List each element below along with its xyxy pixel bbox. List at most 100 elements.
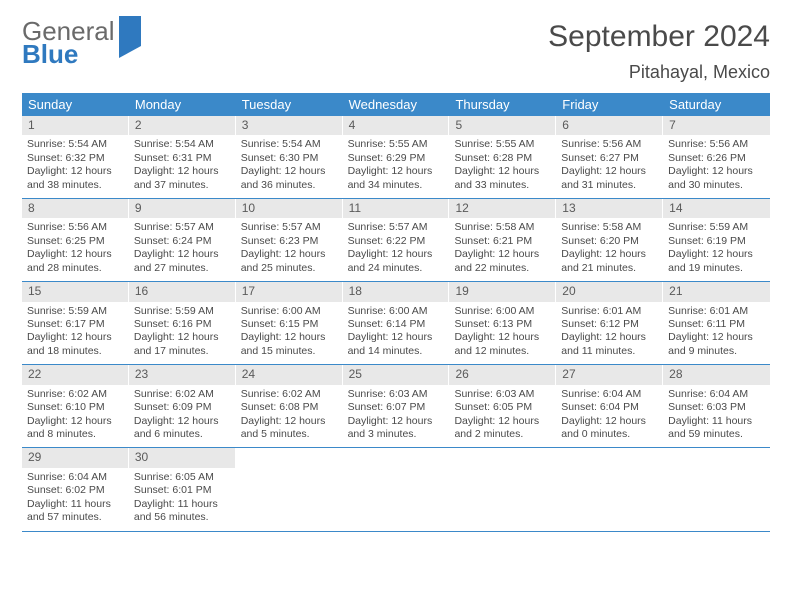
calendar-cell: 25Sunrise: 6:03 AMSunset: 6:07 PMDayligh… — [343, 365, 450, 447]
calendar-cell: 11Sunrise: 5:57 AMSunset: 6:22 PMDayligh… — [343, 199, 450, 281]
day-info-line: Daylight: 12 hours — [134, 165, 231, 178]
day-info-line: Sunrise: 5:54 AM — [27, 138, 124, 151]
day-info-line: Daylight: 12 hours — [348, 248, 445, 261]
day-info-line: and 21 minutes. — [561, 262, 658, 275]
day-info-line: Daylight: 12 hours — [241, 331, 338, 344]
day-info-line: Sunset: 6:07 PM — [348, 401, 445, 414]
day-info-line: Sunset: 6:19 PM — [668, 235, 765, 248]
day-info-line: and 56 minutes. — [134, 511, 231, 524]
calendar-cell: 4Sunrise: 5:55 AMSunset: 6:29 PMDaylight… — [343, 116, 450, 198]
day-info-line: and 8 minutes. — [27, 428, 124, 441]
day-info-line: Sunset: 6:27 PM — [561, 152, 658, 165]
day-info: Sunrise: 6:04 AMSunset: 6:02 PMDaylight:… — [22, 468, 129, 531]
day-info-line: Sunrise: 5:58 AM — [561, 221, 658, 234]
day-info-line: Sunrise: 6:03 AM — [454, 388, 551, 401]
day-info: Sunrise: 5:54 AMSunset: 6:31 PMDaylight:… — [129, 135, 236, 198]
day-info-line: Sunset: 6:15 PM — [241, 318, 338, 331]
day-info-line: Sunset: 6:31 PM — [134, 152, 231, 165]
calendar-cell: 5Sunrise: 5:55 AMSunset: 6:28 PMDaylight… — [449, 116, 556, 198]
day-number: 6 — [556, 116, 663, 135]
day-info-line: Daylight: 12 hours — [561, 415, 658, 428]
day-info-line: Sunrise: 6:04 AM — [668, 388, 765, 401]
day-number: 24 — [236, 365, 343, 384]
day-number: 19 — [449, 282, 556, 301]
day-info-line: and 57 minutes. — [27, 511, 124, 524]
day-info-line: and 25 minutes. — [241, 262, 338, 275]
calendar-cell: 15Sunrise: 5:59 AMSunset: 6:17 PMDayligh… — [22, 282, 129, 364]
calendar-cell: 18Sunrise: 6:00 AMSunset: 6:14 PMDayligh… — [343, 282, 450, 364]
calendar-cell: 23Sunrise: 6:02 AMSunset: 6:09 PMDayligh… — [129, 365, 236, 447]
calendar-cell: 7Sunrise: 5:56 AMSunset: 6:26 PMDaylight… — [663, 116, 770, 198]
week-row: 1Sunrise: 5:54 AMSunset: 6:32 PMDaylight… — [22, 116, 770, 199]
day-info-line: Sunset: 6:08 PM — [241, 401, 338, 414]
day-info-line: Sunrise: 5:59 AM — [27, 305, 124, 318]
day-info: Sunrise: 5:56 AMSunset: 6:26 PMDaylight:… — [663, 135, 770, 198]
day-info-line: Sunset: 6:16 PM — [134, 318, 231, 331]
day-info-line: and 12 minutes. — [454, 345, 551, 358]
day-info: Sunrise: 5:59 AMSunset: 6:16 PMDaylight:… — [129, 302, 236, 365]
logo-triangle-icon — [119, 16, 141, 58]
day-info-line: and 28 minutes. — [27, 262, 124, 275]
day-info-line: and 6 minutes. — [134, 428, 231, 441]
day-number: 27 — [556, 365, 663, 384]
day-info-line: Daylight: 12 hours — [348, 165, 445, 178]
day-info-line: Sunrise: 6:00 AM — [241, 305, 338, 318]
day-info: Sunrise: 5:55 AMSunset: 6:28 PMDaylight:… — [449, 135, 556, 198]
day-info-line: Daylight: 12 hours — [134, 248, 231, 261]
day-info-line: Daylight: 12 hours — [348, 331, 445, 344]
title-block: September 2024 Pitahayal, Mexico — [548, 20, 770, 83]
week-row: 15Sunrise: 5:59 AMSunset: 6:17 PMDayligh… — [22, 282, 770, 365]
day-info-line: Sunrise: 5:56 AM — [561, 138, 658, 151]
day-info-line: Daylight: 12 hours — [561, 331, 658, 344]
day-info-line: Daylight: 12 hours — [454, 415, 551, 428]
day-info-line: Sunset: 6:20 PM — [561, 235, 658, 248]
day-info: Sunrise: 6:03 AMSunset: 6:05 PMDaylight:… — [449, 385, 556, 448]
day-number: 2 — [129, 116, 236, 135]
day-info-line: Sunrise: 6:01 AM — [561, 305, 658, 318]
day-info-line: and 17 minutes. — [134, 345, 231, 358]
day-number: 22 — [22, 365, 129, 384]
day-info-line: Daylight: 12 hours — [27, 415, 124, 428]
day-info-line: Daylight: 12 hours — [454, 165, 551, 178]
day-info: Sunrise: 5:54 AMSunset: 6:30 PMDaylight:… — [236, 135, 343, 198]
calendar-cell: 10Sunrise: 5:57 AMSunset: 6:23 PMDayligh… — [236, 199, 343, 281]
calendar-cell: 21Sunrise: 6:01 AMSunset: 6:11 PMDayligh… — [663, 282, 770, 364]
month-title: September 2024 — [548, 20, 770, 54]
day-header-fri: Friday — [556, 93, 663, 116]
day-info-line: Daylight: 11 hours — [27, 498, 124, 511]
calendar-cell: 8Sunrise: 5:56 AMSunset: 6:25 PMDaylight… — [22, 199, 129, 281]
day-info-line: Sunrise: 5:57 AM — [348, 221, 445, 234]
day-info-line: and 59 minutes. — [668, 428, 765, 441]
day-info-line: Daylight: 12 hours — [454, 248, 551, 261]
day-info-line: Sunset: 6:17 PM — [27, 318, 124, 331]
day-number: 21 — [663, 282, 770, 301]
day-info-line: and 0 minutes. — [561, 428, 658, 441]
day-info-line: Sunrise: 5:54 AM — [241, 138, 338, 151]
day-number: 10 — [236, 199, 343, 218]
day-info-line: Sunset: 6:02 PM — [27, 484, 124, 497]
day-header-row: Sunday Monday Tuesday Wednesday Thursday… — [22, 93, 770, 116]
day-info: Sunrise: 6:00 AMSunset: 6:14 PMDaylight:… — [343, 302, 450, 365]
day-info-line: Daylight: 12 hours — [27, 331, 124, 344]
day-number: 29 — [22, 448, 129, 467]
day-info-line: Daylight: 12 hours — [27, 248, 124, 261]
day-info: Sunrise: 5:58 AMSunset: 6:21 PMDaylight:… — [449, 218, 556, 281]
day-info: Sunrise: 5:57 AMSunset: 6:22 PMDaylight:… — [343, 218, 450, 281]
day-info: Sunrise: 5:56 AMSunset: 6:25 PMDaylight:… — [22, 218, 129, 281]
day-number: 1 — [22, 116, 129, 135]
day-info: Sunrise: 6:02 AMSunset: 6:08 PMDaylight:… — [236, 385, 343, 448]
day-info-line: Sunset: 6:24 PM — [134, 235, 231, 248]
week-row: 8Sunrise: 5:56 AMSunset: 6:25 PMDaylight… — [22, 199, 770, 282]
day-info-line: Daylight: 12 hours — [561, 248, 658, 261]
day-info-line: Sunset: 6:21 PM — [454, 235, 551, 248]
day-info: Sunrise: 5:54 AMSunset: 6:32 PMDaylight:… — [22, 135, 129, 198]
day-info-line: and 22 minutes. — [454, 262, 551, 275]
day-info-line: Sunset: 6:26 PM — [668, 152, 765, 165]
day-info-line: Sunset: 6:11 PM — [668, 318, 765, 331]
day-info-line: Sunrise: 6:01 AM — [668, 305, 765, 318]
day-number: 20 — [556, 282, 663, 301]
day-info-line: Sunset: 6:10 PM — [27, 401, 124, 414]
calendar-cell: 28Sunrise: 6:04 AMSunset: 6:03 PMDayligh… — [663, 365, 770, 447]
day-info-line: and 30 minutes. — [668, 179, 765, 192]
calendar-cell: 24Sunrise: 6:02 AMSunset: 6:08 PMDayligh… — [236, 365, 343, 447]
